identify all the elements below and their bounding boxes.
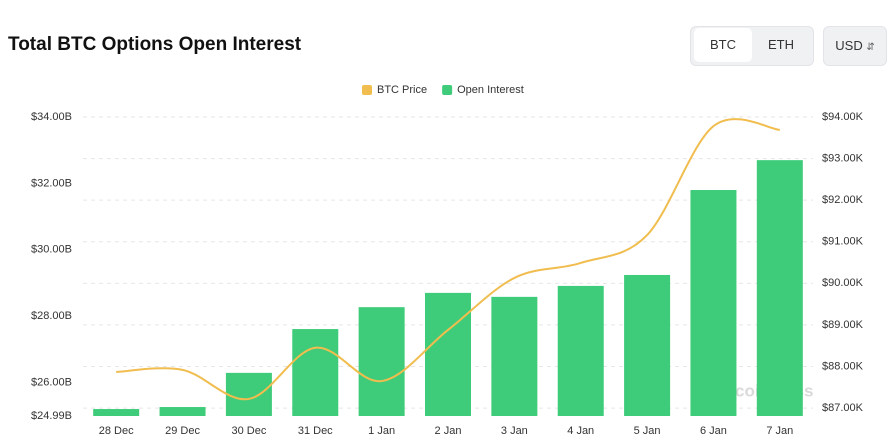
x-tick-label: 2 Jan [435,425,462,437]
x-tick-label: 6 Jan [700,425,727,437]
legend-label: Open Interest [457,84,524,96]
x-tick-label: 28 Dec [99,425,134,437]
legend-swatch [442,85,453,95]
y-tick-label: $32.00B [31,177,72,189]
bar [624,274,671,416]
y2-tick-label: $93.00K [822,152,864,164]
y-tick-label: $30.00B [31,244,72,256]
y2-tick-label: $87.00K [822,402,864,414]
legend-swatch [362,85,372,95]
select-arrow: ⇵ [866,42,875,53]
x-tick-label: 3 Jan [501,425,528,437]
y-tick-label: $24.99B [31,410,72,422]
y2-tick-label: $90.00K [822,277,864,289]
x-tick-label: 5 Jan [634,425,661,437]
y2-tick-label: $88.00K [822,360,864,372]
x-tick-label: 1 Jan [368,425,395,437]
x-tick-label: 4 Jan [567,425,594,437]
bar [425,292,471,416]
bar [93,409,140,416]
currency-label: USD [835,38,863,53]
eth-button[interactable]: ETH [768,37,794,52]
y2-tick-label: $91.00K [822,236,864,248]
x-tick-label: 31 Dec [298,425,333,437]
bar [358,307,405,416]
x-tick-label: 7 Jan [766,425,793,437]
y2-tick-label: $89.00K [822,319,864,331]
btc-button[interactable]: BTC [694,28,752,62]
x-tick-label: 30 Dec [231,425,266,437]
bar [491,296,538,416]
legend-label: BTC Price [377,84,427,96]
title: Total BTC Options Open Interest [8,34,302,55]
y-tick-label: $28.00B [31,310,72,322]
bar [159,407,206,416]
bar [292,329,339,416]
y-tick-label: $26.00B [31,376,72,388]
bar [756,160,803,416]
bar [225,372,272,416]
y-tick-label: $34.00B [31,111,72,123]
currency-select[interactable]: USD ⇵ [823,26,887,66]
bar [690,190,737,416]
price-line [116,118,780,401]
bar [557,285,604,416]
y2-tick-label: $92.00K [822,194,864,206]
x-tick-label: 29 Dec [165,425,200,437]
y2-tick-label: $94.00K [822,111,864,123]
